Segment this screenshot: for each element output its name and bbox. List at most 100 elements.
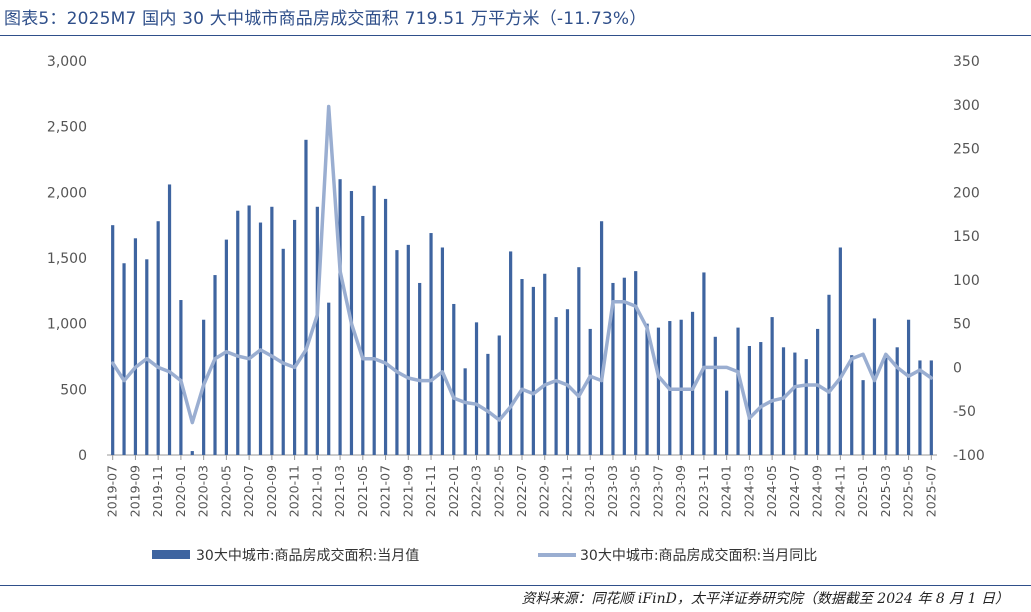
left-axis-tick-label: 3,000 <box>47 54 87 70</box>
bar <box>440 247 445 455</box>
x-axis-tick-label: 2021-07 <box>378 465 393 517</box>
x-axis-tick-label: 2024-01 <box>719 465 734 517</box>
bar <box>554 317 558 455</box>
bar <box>338 179 342 455</box>
bar <box>395 250 399 455</box>
bar <box>543 273 547 455</box>
bar <box>486 353 490 455</box>
bar <box>133 238 138 455</box>
bar <box>122 263 126 455</box>
bar <box>861 380 865 455</box>
chart-title: 图表5：2025M7 国内 30 大中城市商品房成交面积 719.51 万平方米… <box>4 9 647 29</box>
right-axis-tick-label: 0 <box>953 360 962 376</box>
bar <box>452 303 456 455</box>
bar <box>293 219 297 455</box>
bar <box>918 360 922 455</box>
bar <box>406 244 410 455</box>
left-axis-tick-label: 2,000 <box>47 185 87 201</box>
bar <box>804 359 808 455</box>
x-axis-tick-label: 2024-07 <box>787 465 802 517</box>
x-axis-tick-label: 2023-07 <box>650 465 665 517</box>
x-axis-tick-label: 2020-05 <box>218 465 233 517</box>
bar <box>111 225 115 455</box>
legend-line-label: 30大中城市:商品房成交面积:当月同比 <box>580 547 817 564</box>
bar <box>236 210 240 455</box>
x-axis-tick-label: 2020-09 <box>264 465 279 517</box>
bar <box>497 335 501 455</box>
x-axis-tick-label: 2024-03 <box>741 465 756 517</box>
yoy-line-series <box>110 104 934 425</box>
bar <box>895 347 899 455</box>
bar <box>645 323 649 455</box>
bar <box>531 286 535 455</box>
x-axis-tick-label: 2024-05 <box>764 465 779 517</box>
right-axis-tick-label: 300 <box>953 98 980 114</box>
bar <box>327 302 331 455</box>
bar <box>156 221 160 455</box>
x-axis-tick-label: 2025-01 <box>855 465 870 517</box>
x-axis-tick-label: 2023-09 <box>673 465 688 517</box>
bar <box>713 336 717 455</box>
x-axis-tick-label: 2023-11 <box>696 465 711 517</box>
bar <box>224 239 228 455</box>
legend-bar-swatch <box>152 550 190 559</box>
x-axis-tick-label: 2019-09 <box>127 465 142 517</box>
bar <box>179 300 183 455</box>
bar <box>622 277 626 455</box>
bar <box>463 368 467 455</box>
bar <box>247 205 251 455</box>
bar <box>474 322 479 455</box>
bar <box>850 355 854 455</box>
right-axis-tick-label: -100 <box>953 448 985 464</box>
bar <box>702 272 706 455</box>
x-axis-tick-label: 2019-11 <box>150 465 165 517</box>
bar <box>793 352 797 455</box>
x-axis-tick-label: 2020-03 <box>196 465 211 517</box>
bar <box>656 327 661 455</box>
x-axis-tick-label: 2023-05 <box>628 465 643 517</box>
bar <box>565 309 570 455</box>
bar <box>418 282 422 455</box>
x-axis-tick-label: 2024-09 <box>810 465 825 517</box>
bar <box>770 317 774 455</box>
bar <box>383 198 388 455</box>
right-axis-tick-label: 50 <box>953 317 971 333</box>
x-axis-tick-label: 2019-07 <box>105 465 120 517</box>
chart-canvas: 0 500 1,000 1,500 2,000 2,500 3,000 -100 -50 0 50 1… <box>47 54 985 564</box>
x-axis-tick-label: 2021-01 <box>309 465 324 517</box>
x-axis-tick-label: 2025-07 <box>923 465 938 517</box>
right-axis-tick-label: -50 <box>953 404 976 420</box>
title-divider <box>0 35 1031 36</box>
bar <box>372 185 376 455</box>
bar <box>759 342 763 455</box>
bar <box>361 215 365 455</box>
x-axis-tick-label: 2022-09 <box>537 465 552 517</box>
x-axis-tick-label: 2022-11 <box>559 465 574 517</box>
bar <box>599 221 604 455</box>
x-axis-tick-label: 2021-11 <box>423 465 438 517</box>
bar <box>190 451 194 455</box>
x-axis-tick-label: 2021-05 <box>355 465 370 517</box>
bar <box>304 139 308 456</box>
bar <box>827 294 831 455</box>
bar <box>816 328 820 455</box>
x-axis-tick-label: 2022-03 <box>469 465 484 517</box>
x-axis-tick-label: 2025-05 <box>901 465 916 517</box>
bar <box>429 233 433 455</box>
bar <box>270 206 274 455</box>
x-axis-tick-label: 2024-11 <box>832 465 847 517</box>
x-axis-tick-label: 2020-11 <box>287 465 302 517</box>
x-axis-tick-label: 2025-03 <box>878 465 893 517</box>
bar <box>679 319 683 455</box>
bar <box>167 184 172 455</box>
x-axis-tick-label: 2023-01 <box>582 465 597 517</box>
bar <box>281 248 285 455</box>
x-axis-tick-label: 2022-07 <box>514 465 529 517</box>
x-axis-tick-label: 2021-03 <box>332 465 347 517</box>
bar <box>736 327 740 455</box>
right-axis-tick-label: 200 <box>953 185 980 201</box>
bar <box>872 318 877 455</box>
bar <box>520 279 524 455</box>
left-axis-tick-label: 1,000 <box>47 317 87 333</box>
bar <box>747 345 751 455</box>
